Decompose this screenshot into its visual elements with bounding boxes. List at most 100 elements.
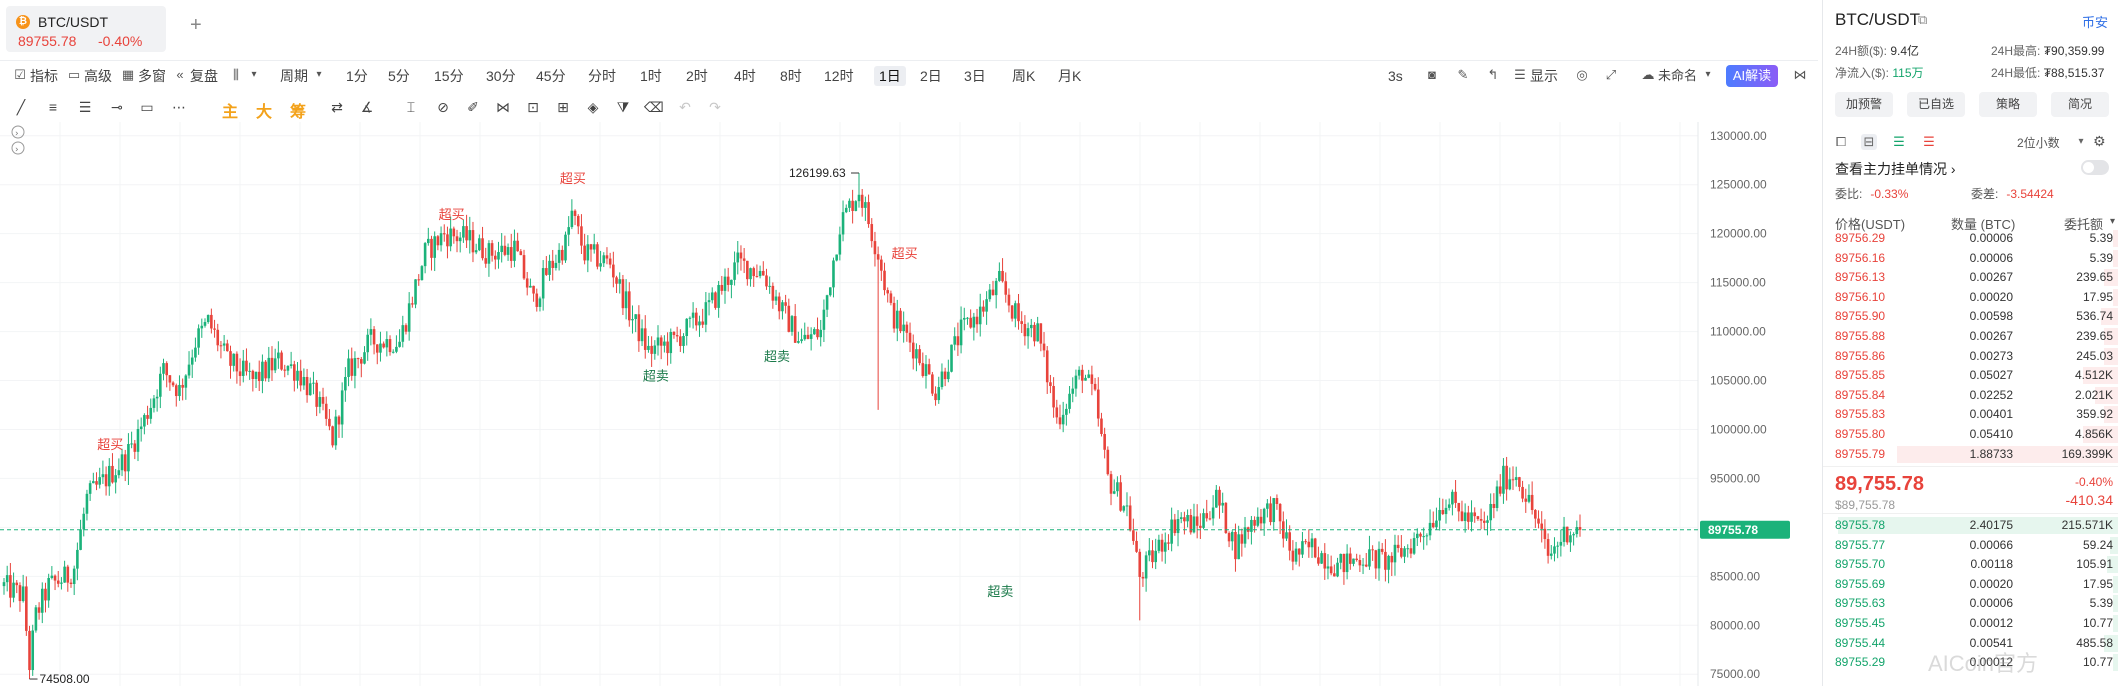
interval-4[interactable]: 45分 (536, 68, 566, 84)
precision-select[interactable]: 2位小数 (2017, 136, 2060, 150)
period-button[interactable]: 周期 (280, 68, 308, 84)
refresh-rate[interactable]: 3s (1388, 68, 1403, 84)
rectangle-tool-icon[interactable]: ▭ (140, 99, 154, 115)
filter-icon[interactable]: ⧩ (616, 99, 630, 115)
display-button[interactable]: 显示 (1530, 68, 1558, 84)
interval-9[interactable]: 8时 (780, 68, 802, 84)
horizontal-ray-icon[interactable]: ⊸ (111, 99, 123, 115)
ask-row[interactable]: 89755.88 0.00267 239.65 (1823, 327, 2118, 347)
bid-row[interactable]: 89755.77 0.00066 59.24 (1823, 536, 2118, 556)
ask-row[interactable]: 89756.16 0.00006 5.39 (1823, 249, 2118, 269)
ask-row[interactable]: 89755.86 0.00273 245.03 (1823, 347, 2118, 367)
indicator-button[interactable]: 指标 (30, 68, 58, 84)
candle-body (746, 260, 749, 280)
interval-12[interactable]: 2日 (920, 68, 942, 84)
candle-body (819, 329, 823, 338)
magnet-icon[interactable]: ∡ (360, 99, 374, 115)
lock-icon[interactable]: ⊡ (527, 99, 539, 115)
redo-icon[interactable]: ↷ (709, 99, 721, 115)
interval-7[interactable]: 2时 (686, 68, 708, 84)
interval-6[interactable]: 1时 (640, 68, 662, 84)
main-orders-link[interactable]: 查看主力挂单情况 › (1835, 159, 1956, 179)
ai-analysis-button[interactable]: AI解读 (1726, 65, 1778, 87)
ask-row[interactable]: 89755.85 0.05027 4.512K (1823, 366, 2118, 386)
fullscreen-icon[interactable]: ⤢ (1605, 67, 1617, 82)
favorited-button[interactable]: 已自选 (1907, 92, 1965, 117)
copy-icon[interactable]: ⧉ (1918, 12, 1928, 27)
interval-14[interactable]: 周K (1012, 68, 1036, 84)
ask-row[interactable]: 89756.29 0.00006 5.39 (1823, 229, 2118, 249)
big-order-toggle[interactable]: 大 (256, 104, 273, 121)
ask-row[interactable]: 89755.84 0.02252 2.021K (1823, 386, 2118, 406)
bid-row[interactable]: 89755.70 0.00118 105.91 (1823, 555, 2118, 575)
replay-button[interactable]: 复盘 (190, 68, 218, 84)
book-view-asks-icon[interactable]: ☰ (1923, 134, 1935, 149)
bid-row[interactable]: 89755.78 2.40175 215.571K (1823, 516, 2118, 536)
share-icon[interactable]: ⋈ (1793, 67, 1807, 82)
chip-distribution-toggle[interactable]: 筹 (290, 104, 307, 121)
multi-window-button[interactable]: 多窗 (138, 68, 166, 84)
advanced-button[interactable]: 高级 (84, 68, 112, 84)
advanced-icon: ▭ (67, 67, 81, 82)
bid-row[interactable]: 89755.44 0.00541 485.58 (1823, 634, 2118, 654)
undo-icon[interactable]: ↶ (679, 99, 691, 115)
undo-corner-icon[interactable]: ↰ (1487, 67, 1499, 82)
interval-5[interactable]: 分时 (588, 68, 616, 84)
ask-row[interactable]: 89755.80 0.05410 4.856K (1823, 425, 2118, 445)
interval-13[interactable]: 3日 (964, 68, 986, 84)
layout-name-button[interactable]: 未命名 (1658, 68, 1698, 83)
gear-icon[interactable]: ⚙ (2093, 133, 2106, 149)
bid-row[interactable]: 89755.29 0.00012 10.77 (1823, 653, 2118, 673)
book-view-mixed-icon[interactable]: ⊟ (1861, 134, 1877, 150)
target-icon[interactable]: ◎ (1576, 67, 1588, 82)
interval-10[interactable]: 12时 (824, 68, 854, 84)
strategy-button[interactable]: 策略 (1979, 92, 2037, 117)
trash-icon[interactable]: ⌫ (644, 99, 664, 115)
candlestick-chart[interactable]: 130000.00 125000.00 120000.00 115000.00 1100… (0, 122, 1818, 686)
book-view-both-icon[interactable]: ⧠ (1835, 134, 1847, 149)
ask-row[interactable]: 89756.10 0.00020 17.95 (1823, 288, 2118, 308)
more-tools-icon[interactable]: ⋯ (172, 99, 186, 115)
ask-row[interactable]: 89755.79 1.88733 169.399K (1823, 445, 2118, 465)
cursor-text-icon[interactable]: ⌶ (406, 99, 416, 115)
line-tool-icon[interactable]: ╱ (16, 99, 26, 115)
sync-icon[interactable]: ⇄ (331, 99, 343, 115)
bid-row[interactable]: 89755.45 0.00012 10.77 (1823, 614, 2118, 634)
main-chip-toggle[interactable]: 主 (222, 104, 239, 121)
interval-0[interactable]: 1分 (346, 68, 368, 84)
main-orders-toggle[interactable] (2081, 160, 2109, 175)
interval-3[interactable]: 30分 (486, 68, 516, 84)
candle-body (136, 428, 140, 452)
bid-row[interactable]: 89755.63 0.00006 5.39 (1823, 594, 2118, 614)
interval-11[interactable]: 1日 (874, 66, 906, 86)
add-tab-button[interactable]: + (190, 14, 202, 36)
candle-body (873, 241, 877, 255)
chart-canvas[interactable]: 130000.00 125000.00 120000.00 115000.00 1100… (0, 122, 1818, 686)
fib-tool-icon[interactable]: ☰ (78, 99, 92, 115)
symbol-tab[interactable]: ₿ BTC/USDT 89755.78 -0.40% (6, 6, 166, 52)
ask-row[interactable]: 89755.83 0.00401 359.92 (1823, 405, 2118, 425)
parallel-lines-icon[interactable]: ≡ (48, 99, 58, 115)
brush-icon[interactable]: ✐ (467, 99, 479, 115)
candle-body (844, 207, 848, 213)
total-header[interactable]: 委托额 (2063, 217, 2103, 232)
interval-8[interactable]: 4时 (734, 68, 756, 84)
add-alert-button[interactable]: 加预警 (1835, 92, 1893, 117)
exchange-link[interactable]: 币安 (2081, 15, 2108, 30)
layers-icon[interactable]: ◈ (587, 99, 599, 115)
pen-icon[interactable]: ✎ (1457, 67, 1469, 82)
ask-row[interactable]: 89755.90 0.00598 536.74 (1823, 307, 2118, 327)
book-view-bids-icon[interactable]: ☰ (1893, 134, 1905, 149)
interval-15[interactable]: 月K (1058, 68, 1082, 84)
candle-type-icon[interactable]: ⫼ (233, 67, 239, 82)
interval-1[interactable]: 5分 (388, 68, 410, 84)
template-icon[interactable]: ⊞ (557, 99, 569, 115)
camera-icon[interactable]: ◙ (1428, 67, 1436, 82)
overview-button[interactable]: 简况 (2051, 92, 2109, 117)
ruler-icon[interactable]: ⊘ (437, 99, 449, 115)
last-price-usd: $89,755.78 (1835, 498, 1896, 512)
interval-2[interactable]: 15分 (434, 68, 464, 84)
ask-row[interactable]: 89756.13 0.00267 239.65 (1823, 268, 2118, 288)
bid-row[interactable]: 89755.69 0.00020 17.95 (1823, 575, 2118, 595)
pattern-icon[interactable]: ⋈ (496, 99, 510, 115)
